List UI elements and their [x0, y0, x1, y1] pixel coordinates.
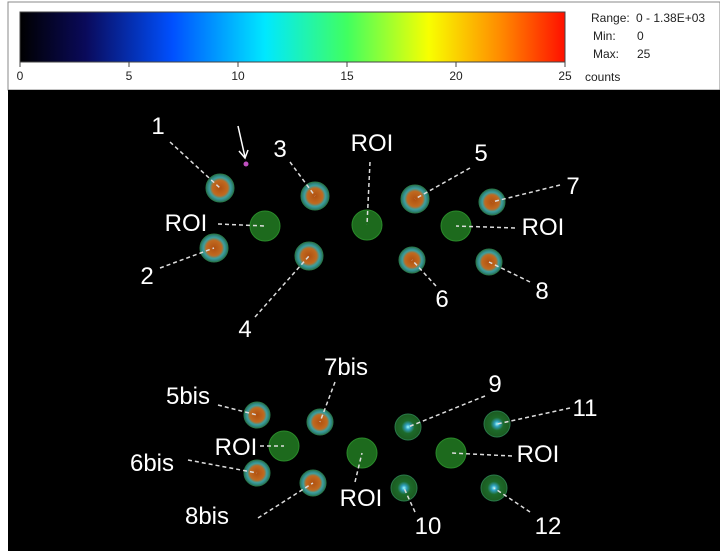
min-value: 0: [637, 29, 644, 43]
annotation: ROI: [522, 214, 565, 241]
leader-line: [491, 184, 561, 203]
tick-label: 25: [558, 69, 572, 83]
annotation: 5bis: [166, 383, 210, 410]
dot: [243, 161, 249, 167]
max-label: Max:: [593, 47, 619, 61]
leader-line: [414, 167, 471, 200]
annotation: ROI: [517, 441, 560, 468]
annotation: ROI: [165, 210, 208, 237]
tick-label: 15: [340, 69, 354, 83]
roi-circle: [249, 210, 281, 242]
annotation: 6bis: [130, 450, 174, 477]
annotation: 7: [566, 173, 579, 200]
annotation: 11: [573, 395, 598, 422]
leader-line: [319, 381, 336, 423]
leader-line: [488, 261, 531, 283]
annotation: 8: [535, 278, 548, 305]
annotation: 7bis: [324, 354, 368, 381]
roi-circle: [435, 437, 467, 469]
leader-line: [411, 259, 437, 287]
min-label: Min:: [593, 29, 616, 43]
annotation: 2: [140, 263, 153, 290]
leader-line: [169, 141, 221, 189]
annotation: 1: [151, 113, 164, 140]
leader-line: [496, 407, 571, 425]
range-label: Range:: [591, 11, 630, 25]
annotation: 10: [415, 513, 442, 540]
colorbar: [19, 11, 566, 63]
annotation: ROI: [351, 130, 394, 157]
annotation: 5: [474, 140, 487, 167]
leader-line: [257, 482, 314, 519]
leader-line: [217, 223, 266, 227]
image-area: [8, 90, 720, 551]
max-value: 25: [637, 47, 651, 61]
annotation: 3: [273, 136, 286, 163]
leader-line: [403, 487, 416, 513]
spot: [394, 413, 422, 441]
spot: [390, 474, 418, 502]
leader-line: [366, 161, 371, 226]
leader-line: [450, 452, 513, 457]
annotation: ROI: [215, 434, 258, 461]
annotation: 12: [535, 513, 562, 540]
leader-line: [493, 487, 531, 513]
leader-line: [289, 161, 316, 197]
leader-line: [455, 225, 516, 229]
range-value: 0 - 1.38E+03: [636, 11, 705, 25]
arrow: [237, 125, 246, 158]
annotation: 4: [238, 316, 251, 343]
leader-line: [187, 459, 258, 474]
annotation: 9: [488, 371, 501, 398]
tick-label: 20: [449, 69, 463, 83]
arrow-head: [238, 149, 249, 160]
tick-label: 10: [231, 69, 245, 83]
tick-label: 5: [126, 69, 133, 83]
unit-label: counts: [585, 70, 620, 84]
annotation: 6: [435, 286, 448, 313]
annotation: 8bis: [185, 503, 229, 530]
leader-line: [354, 452, 363, 483]
annotation: ROI: [340, 485, 383, 512]
spot: [483, 410, 511, 438]
spot: [243, 401, 271, 429]
leader-line: [159, 247, 215, 269]
tick-label: 0: [17, 69, 24, 83]
